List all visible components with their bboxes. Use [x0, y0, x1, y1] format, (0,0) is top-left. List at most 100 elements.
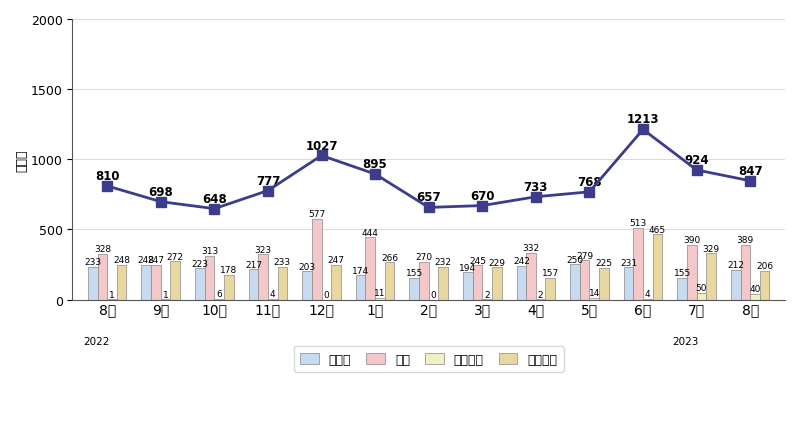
- Text: 4: 4: [645, 290, 650, 299]
- Text: 279: 279: [576, 251, 593, 260]
- Text: 698: 698: [149, 185, 173, 198]
- Text: 810: 810: [95, 170, 119, 183]
- Text: 2022: 2022: [83, 336, 110, 346]
- Text: 6: 6: [216, 290, 222, 299]
- Bar: [750, 294, 760, 300]
- Text: 248: 248: [113, 256, 130, 265]
- Text: 1027: 1027: [306, 139, 338, 152]
- Text: 513: 513: [630, 219, 647, 227]
- Text: 4: 4: [270, 290, 275, 299]
- Text: 14: 14: [589, 288, 600, 297]
- Text: 768: 768: [577, 176, 602, 188]
- Bar: [205, 256, 214, 300]
- Bar: [258, 255, 268, 300]
- Bar: [224, 275, 234, 300]
- Bar: [268, 299, 278, 300]
- Text: 332: 332: [522, 244, 539, 253]
- Bar: [546, 278, 555, 300]
- Bar: [599, 268, 609, 300]
- Text: 329: 329: [702, 244, 720, 253]
- Bar: [142, 265, 151, 300]
- Text: 328: 328: [94, 245, 111, 253]
- Text: 194: 194: [459, 263, 476, 272]
- Text: 229: 229: [488, 258, 506, 267]
- Bar: [624, 268, 634, 300]
- Bar: [678, 278, 687, 300]
- Text: 233: 233: [84, 258, 102, 267]
- Bar: [526, 253, 536, 300]
- Bar: [634, 228, 643, 300]
- Bar: [463, 273, 473, 300]
- Text: 777: 777: [256, 174, 280, 187]
- Text: 1: 1: [109, 290, 115, 299]
- Text: 155: 155: [674, 269, 690, 278]
- Bar: [195, 269, 205, 300]
- Text: 577: 577: [308, 210, 326, 219]
- Legend: 持ち家, 貸家, 給与住宅, 分譲住宅: 持ち家, 貸家, 給与住宅, 分譲住宅: [294, 347, 564, 372]
- Text: 248: 248: [138, 256, 155, 265]
- Bar: [653, 235, 662, 300]
- Text: 895: 895: [362, 158, 387, 171]
- Text: 232: 232: [434, 258, 452, 267]
- Text: 157: 157: [542, 268, 559, 277]
- Text: 313: 313: [201, 247, 218, 256]
- Text: 670: 670: [470, 189, 494, 202]
- Text: 225: 225: [595, 259, 612, 268]
- Text: 1: 1: [162, 290, 169, 299]
- Text: 155: 155: [406, 269, 423, 278]
- Text: 924: 924: [684, 154, 709, 167]
- Bar: [366, 238, 375, 300]
- Bar: [438, 268, 448, 300]
- Bar: [385, 263, 394, 300]
- Bar: [88, 267, 98, 300]
- Bar: [590, 298, 599, 300]
- Bar: [117, 265, 126, 300]
- Text: 242: 242: [513, 256, 530, 265]
- Text: 733: 733: [524, 180, 548, 193]
- Text: 40: 40: [750, 285, 761, 294]
- Bar: [687, 245, 697, 300]
- Text: 0: 0: [323, 291, 330, 299]
- Bar: [356, 276, 366, 300]
- Bar: [98, 254, 107, 300]
- Text: 174: 174: [352, 266, 370, 275]
- Text: 0: 0: [430, 291, 436, 299]
- Bar: [473, 265, 482, 300]
- Bar: [741, 245, 750, 300]
- Bar: [375, 298, 385, 300]
- Bar: [302, 271, 312, 300]
- Text: 231: 231: [620, 258, 637, 267]
- Bar: [410, 278, 419, 300]
- Bar: [517, 266, 526, 300]
- Text: 217: 217: [245, 260, 262, 269]
- Text: 247: 247: [327, 256, 345, 265]
- Bar: [580, 261, 590, 300]
- Text: 250: 250: [566, 255, 583, 264]
- Bar: [214, 299, 224, 300]
- Bar: [697, 293, 706, 300]
- Text: 390: 390: [683, 236, 700, 245]
- Bar: [312, 219, 322, 300]
- Bar: [643, 299, 653, 300]
- Text: 2: 2: [484, 290, 490, 299]
- Text: 223: 223: [191, 259, 208, 268]
- Bar: [278, 267, 287, 300]
- Bar: [570, 265, 580, 300]
- Bar: [760, 271, 770, 300]
- Bar: [706, 254, 716, 300]
- Bar: [419, 262, 429, 300]
- Bar: [151, 265, 161, 300]
- Bar: [249, 270, 258, 300]
- Text: 266: 266: [381, 253, 398, 262]
- Text: 212: 212: [727, 261, 744, 270]
- Bar: [331, 265, 341, 300]
- Text: 247: 247: [147, 256, 165, 265]
- Text: 465: 465: [649, 225, 666, 234]
- Text: 657: 657: [416, 191, 441, 204]
- Text: 272: 272: [166, 252, 184, 261]
- Text: 444: 444: [362, 228, 378, 237]
- Text: 233: 233: [274, 258, 291, 267]
- Text: 1213: 1213: [626, 113, 659, 126]
- Text: 270: 270: [415, 253, 433, 262]
- Text: 847: 847: [738, 164, 762, 177]
